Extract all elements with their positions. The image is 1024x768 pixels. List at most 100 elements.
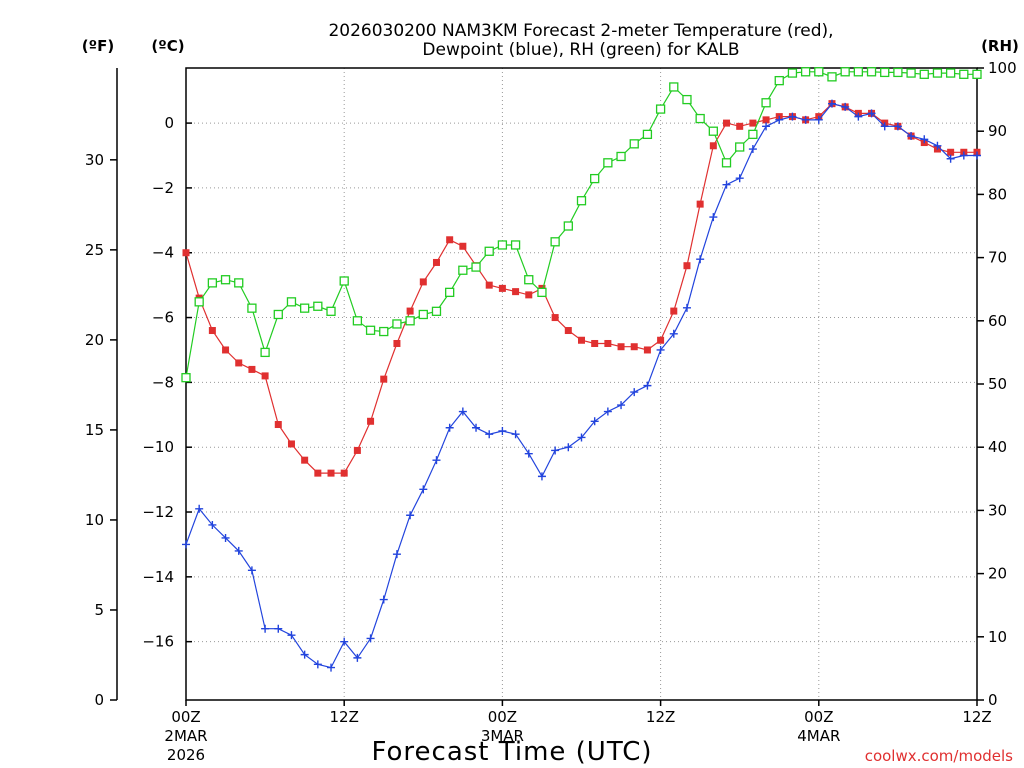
fahrenheit-tick-label: 15 xyxy=(85,421,104,439)
rh-tick-label: 0 xyxy=(988,691,998,709)
dewpoint-point xyxy=(511,430,520,439)
fahrenheit-tick-label: 0 xyxy=(94,691,104,709)
dewpoint-point xyxy=(827,99,836,108)
2-meter-temperature-point xyxy=(367,417,375,425)
2-meter-temperature-point xyxy=(459,242,467,250)
dewpoint-point xyxy=(234,546,243,555)
2-meter-temperature-point xyxy=(512,288,520,296)
dewpoint-point xyxy=(801,115,810,124)
2-meter-temperature-point xyxy=(723,119,731,127)
rh-tick-label: 90 xyxy=(988,122,1007,140)
rh-point xyxy=(642,129,653,140)
rh-point xyxy=(708,126,718,136)
2-meter-temperature-point xyxy=(301,456,309,464)
2-meter-temperature-point xyxy=(327,469,335,477)
rh-tick-label: 20 xyxy=(988,565,1007,583)
x-tick-date-label: 3MAR xyxy=(481,727,524,745)
2-meter-temperature-point xyxy=(208,327,216,335)
rh-point xyxy=(748,129,758,140)
x-tick-label: 12Z xyxy=(962,708,991,726)
rh-point xyxy=(524,275,534,285)
rh-unit-label: (RH) xyxy=(981,37,1019,55)
2-meter-temperature-series xyxy=(182,100,981,477)
fahrenheit-tick-label: 10 xyxy=(85,511,104,529)
chart-title-line-1: 2026030200 NAM3KM Forecast 2-meter Tempe… xyxy=(328,21,833,41)
dewpoint-point xyxy=(814,115,823,124)
celsius-tick-label: −4 xyxy=(152,244,174,262)
x-axis-title: Forecast Time (UTC) xyxy=(371,737,652,767)
rh-point xyxy=(945,68,956,78)
dewpoint-point xyxy=(353,653,362,662)
rh-point xyxy=(761,98,771,108)
rh-point xyxy=(695,113,705,124)
dewpoint-point xyxy=(274,624,283,633)
dewpoint-point xyxy=(722,180,731,189)
2-meter-temperature-point xyxy=(683,262,691,270)
rh-point xyxy=(458,265,468,275)
2-meter-temperature-point xyxy=(235,359,243,367)
rh-tick-label: 70 xyxy=(988,249,1007,267)
2-meter-temperature-point xyxy=(432,258,440,266)
dewpoint-point xyxy=(656,345,665,354)
rh-point xyxy=(814,67,824,77)
dewpoint-point xyxy=(735,174,744,183)
fahrenheit-tick-label: 20 xyxy=(85,331,104,349)
fahrenheit-unit-label: (ºF) xyxy=(82,37,114,55)
dewpoint-point xyxy=(617,401,626,410)
2-meter-temperature-point xyxy=(340,469,348,477)
rh-point xyxy=(247,303,257,313)
dewpoint-point xyxy=(946,154,955,163)
dewpoint-point xyxy=(854,112,863,121)
dewpoint-point xyxy=(247,566,256,575)
rh-point xyxy=(906,68,916,78)
rh-point xyxy=(273,309,283,320)
2-meter-temperature-point xyxy=(564,327,572,335)
2-meter-temperature-point xyxy=(736,122,744,130)
2-meter-temperature-point xyxy=(657,336,665,344)
rh-point xyxy=(932,68,943,78)
rh-point xyxy=(853,67,863,77)
dewpoint-point xyxy=(590,417,599,426)
2-meter-temperature-point xyxy=(498,284,506,292)
x-tick-year-label: 2026 xyxy=(167,746,205,764)
rh-point xyxy=(234,278,244,288)
dewpoint-point xyxy=(920,135,929,144)
dewpoint-point xyxy=(775,115,784,124)
rh-point xyxy=(313,301,323,311)
2-meter-temperature-point xyxy=(446,236,454,244)
dewpoint-point xyxy=(551,446,560,455)
2-meter-temperature-point xyxy=(643,346,651,354)
x-tick-date-label: 4MAR xyxy=(797,727,840,745)
rh-series xyxy=(181,67,982,383)
rh-point xyxy=(774,75,784,86)
2-meter-temperature-point xyxy=(485,281,493,289)
celsius-unit-label: (ºC) xyxy=(151,37,184,55)
dewpoint-point xyxy=(933,141,942,150)
rh-point xyxy=(576,196,587,206)
rh-point xyxy=(352,316,363,326)
rh-point xyxy=(365,325,376,335)
dewpoint-point xyxy=(445,423,454,432)
rh-point xyxy=(919,69,929,79)
dewpoint-point xyxy=(893,122,902,131)
dewpoint-point xyxy=(208,520,217,529)
dewpoint-point xyxy=(419,485,428,494)
rh-point xyxy=(207,278,218,288)
dewpoint-point xyxy=(643,381,652,390)
chart-title-line-2: Dewpoint (blue), RH (green) for KALB xyxy=(422,40,739,60)
dewpoint-point xyxy=(340,637,349,646)
dewpoint-point xyxy=(841,102,850,111)
2-meter-temperature-point xyxy=(762,116,770,124)
dewpoint-point xyxy=(537,472,546,481)
celsius-tick-label: −10 xyxy=(142,438,174,456)
dewpoint-point xyxy=(630,388,639,397)
2-meter-temperature-line xyxy=(185,103,977,474)
rh-point xyxy=(972,69,982,79)
dewpoint-point xyxy=(748,145,757,154)
celsius-tick-label: −2 xyxy=(152,179,174,197)
celsius-tick-label: −12 xyxy=(142,503,174,521)
dewpoint-point xyxy=(182,540,190,549)
rh-point xyxy=(405,316,415,326)
